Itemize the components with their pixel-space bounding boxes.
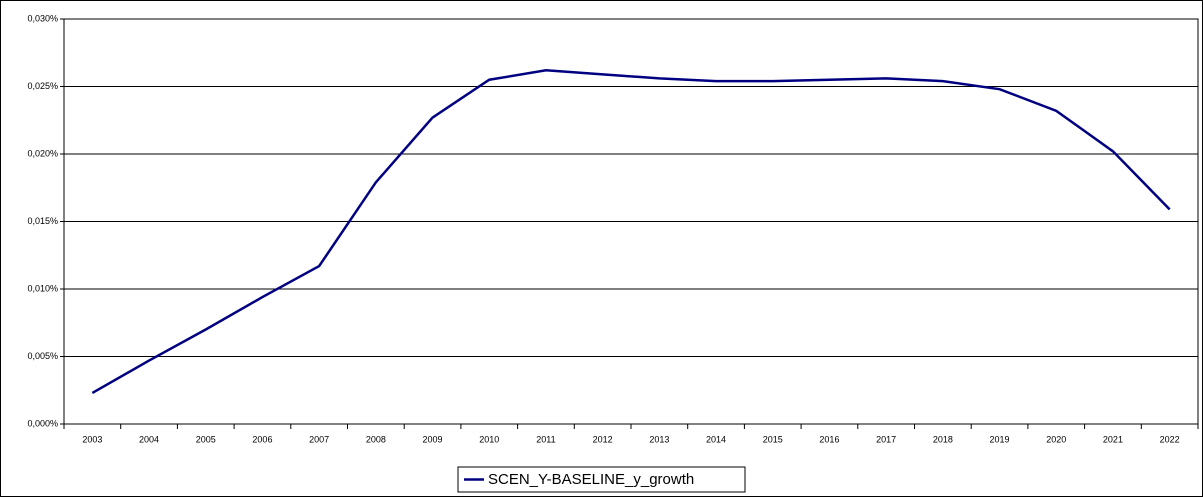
x-tick-label: 2004 (139, 434, 159, 444)
x-tick-label: 2013 (649, 434, 669, 444)
series-line (91, 69, 1171, 395)
x-tick-label: 2011 (536, 434, 555, 444)
x-tick-label: 2019 (990, 434, 1010, 444)
x-tick-label: 2017 (876, 434, 896, 444)
y-tick-label: 0,030% (27, 13, 58, 23)
x-tick-label: 2022 (1160, 434, 1180, 444)
legend-box (457, 466, 746, 493)
x-tick-label: 2006 (252, 434, 272, 444)
x-tick-label: 2010 (479, 434, 499, 444)
x-tick-label: 2021 (1103, 434, 1123, 444)
y-tick-label: 0,010% (27, 283, 58, 293)
x-tick-label: 2012 (593, 434, 613, 444)
x-tick-label: 2018 (933, 434, 953, 444)
x-tick-label: 2014 (706, 434, 726, 444)
y-tick-label: 0,000% (27, 418, 58, 428)
x-tick-label: 2005 (196, 434, 216, 444)
x-tick-label: 2008 (366, 434, 386, 444)
x-tick-label: 2015 (763, 434, 783, 444)
x-tick-label: 2020 (1046, 434, 1066, 444)
y-tick-label: 0,005% (27, 351, 58, 361)
y-tick-label: 0,020% (27, 148, 58, 158)
x-tick-label: 2016 (819, 434, 839, 444)
x-tick-label: 2003 (82, 434, 102, 444)
y-tick-label: 0,015% (27, 216, 58, 226)
legend-label: SCEN_Y-BASELINE_y_growth (488, 471, 694, 488)
x-tick-label: 2009 (423, 434, 443, 444)
x-tick-label: 2007 (309, 434, 329, 444)
y-tick-label: 0,025% (27, 81, 58, 91)
